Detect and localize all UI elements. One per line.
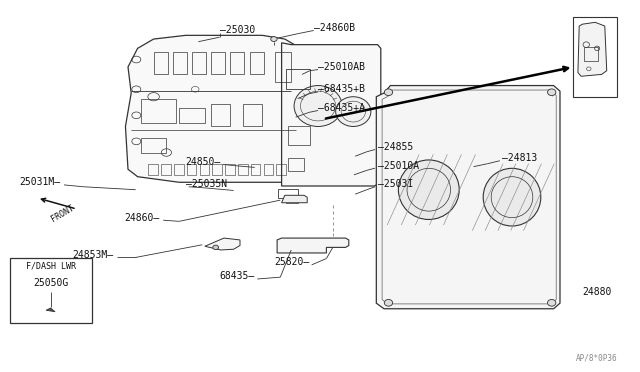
Bar bbox=[250, 52, 264, 74]
Bar bbox=[174, 164, 184, 175]
Bar bbox=[179, 108, 205, 123]
Bar bbox=[212, 164, 222, 175]
Bar bbox=[573, 17, 617, 97]
Bar bbox=[584, 46, 598, 61]
Bar bbox=[278, 189, 298, 198]
Text: 24880: 24880 bbox=[582, 287, 612, 297]
Polygon shape bbox=[125, 35, 296, 182]
Text: 24853M—: 24853M— bbox=[73, 250, 114, 260]
Text: 25050G: 25050G bbox=[33, 279, 68, 288]
Ellipse shape bbox=[384, 299, 393, 306]
Bar bbox=[10, 258, 92, 323]
Bar bbox=[251, 164, 260, 175]
Bar bbox=[141, 99, 176, 123]
Text: —24813: —24813 bbox=[502, 153, 538, 163]
Ellipse shape bbox=[548, 299, 556, 306]
Polygon shape bbox=[376, 86, 560, 309]
Bar bbox=[286, 197, 298, 203]
Text: 25031M—: 25031M— bbox=[20, 177, 61, 187]
Text: FRONT: FRONT bbox=[50, 204, 76, 224]
Text: —25030: —25030 bbox=[220, 25, 255, 35]
Text: —25010A: —25010A bbox=[378, 161, 419, 170]
Ellipse shape bbox=[483, 168, 541, 226]
Text: —2503I: —2503I bbox=[378, 179, 413, 189]
Text: 68435—: 68435— bbox=[220, 272, 255, 281]
Bar bbox=[173, 52, 187, 74]
Text: 25820—: 25820— bbox=[274, 257, 309, 267]
Bar bbox=[275, 52, 291, 82]
Polygon shape bbox=[46, 308, 55, 312]
Text: —24860B: —24860B bbox=[314, 23, 355, 33]
Text: 24860—: 24860— bbox=[125, 213, 160, 222]
Text: 24850—: 24850— bbox=[186, 157, 221, 167]
Ellipse shape bbox=[548, 89, 556, 96]
Ellipse shape bbox=[384, 89, 393, 96]
Bar bbox=[264, 164, 273, 175]
Polygon shape bbox=[282, 43, 381, 186]
Bar bbox=[288, 126, 310, 145]
Bar bbox=[276, 164, 286, 175]
Bar bbox=[225, 164, 235, 175]
Text: —68435+B: —68435+B bbox=[318, 84, 365, 94]
Bar bbox=[148, 164, 158, 175]
Ellipse shape bbox=[271, 37, 277, 42]
Text: —68435+A: —68435+A bbox=[318, 103, 365, 113]
Bar bbox=[211, 52, 225, 74]
Text: —25010AB: —25010AB bbox=[318, 62, 365, 72]
Text: —24855: —24855 bbox=[378, 142, 413, 152]
Polygon shape bbox=[205, 238, 240, 250]
Polygon shape bbox=[282, 195, 307, 203]
Bar bbox=[286, 69, 310, 89]
Text: F/DASH LWR: F/DASH LWR bbox=[26, 262, 76, 270]
Bar bbox=[141, 138, 166, 153]
Ellipse shape bbox=[294, 86, 342, 126]
Bar bbox=[230, 52, 244, 74]
Ellipse shape bbox=[212, 245, 219, 250]
Bar bbox=[200, 164, 209, 175]
Bar bbox=[238, 164, 248, 175]
Bar bbox=[243, 104, 262, 126]
Polygon shape bbox=[578, 22, 607, 76]
Bar bbox=[154, 52, 168, 74]
Bar bbox=[288, 158, 304, 171]
Bar bbox=[211, 104, 230, 126]
Text: —25035N: —25035N bbox=[186, 179, 227, 189]
Text: AP/8*0P36: AP/8*0P36 bbox=[576, 354, 618, 363]
Ellipse shape bbox=[398, 160, 460, 219]
Ellipse shape bbox=[336, 97, 371, 126]
Bar bbox=[187, 164, 196, 175]
Bar bbox=[192, 52, 206, 74]
Polygon shape bbox=[277, 238, 349, 253]
Bar bbox=[161, 164, 171, 175]
